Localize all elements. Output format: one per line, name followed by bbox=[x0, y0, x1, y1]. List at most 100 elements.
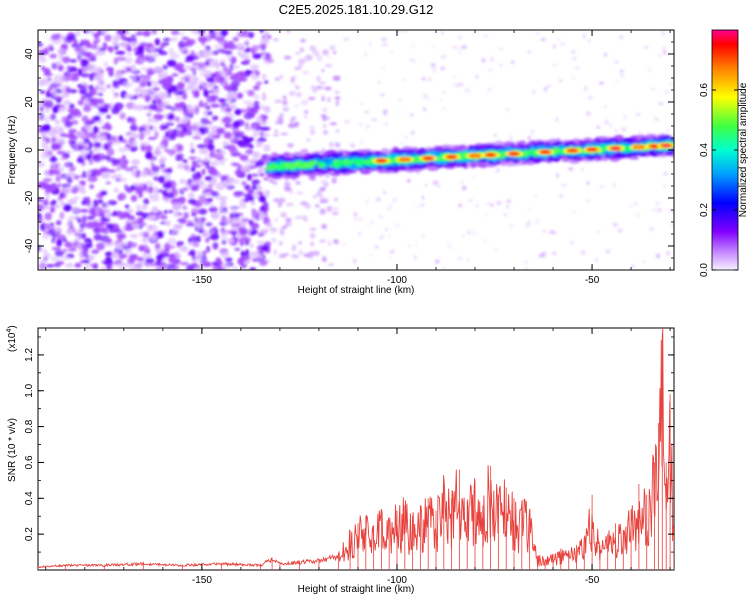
heatmap-cell bbox=[88, 84, 94, 90]
heatmap-cell bbox=[207, 111, 213, 116]
heatmap-cell bbox=[668, 209, 672, 213]
heatmap-cell bbox=[50, 209, 55, 213]
heatmap-cell bbox=[79, 223, 87, 229]
heatmap-cell bbox=[77, 243, 82, 250]
heatmap-cell bbox=[197, 62, 205, 69]
heatmap-cell bbox=[311, 49, 319, 54]
heatmap-cell bbox=[112, 39, 119, 47]
heatmap-cell bbox=[318, 81, 327, 85]
heatmap-cell bbox=[84, 41, 92, 48]
heatmap-cell bbox=[249, 136, 254, 142]
heatmap-cell bbox=[194, 216, 199, 223]
heatmap-cell bbox=[79, 208, 89, 213]
heatmap-cell bbox=[177, 81, 185, 90]
heatmap-cell bbox=[353, 212, 358, 216]
heatmap-cell bbox=[99, 167, 109, 173]
heatmap-cell bbox=[316, 75, 321, 82]
heatmap-cell bbox=[496, 201, 502, 205]
heatmap-cell bbox=[640, 152, 647, 157]
heatmap-cell bbox=[206, 245, 211, 253]
heatmap-cell bbox=[68, 128, 77, 134]
heatmap-cell bbox=[203, 188, 214, 193]
heatmap-cell bbox=[263, 35, 269, 43]
heatmap-cell bbox=[262, 126, 271, 131]
heatmap-cell bbox=[252, 53, 262, 60]
heatmap-cell bbox=[329, 122, 337, 126]
heatmap-cell bbox=[648, 69, 651, 72]
heatmap-cell bbox=[180, 188, 185, 192]
heatmap-cell bbox=[65, 86, 72, 94]
heatmap-cell bbox=[585, 111, 591, 117]
heatmap-cell bbox=[131, 159, 140, 166]
heatmap-cell bbox=[304, 218, 308, 222]
heatmap-cell bbox=[130, 117, 137, 125]
heatmap-cell bbox=[52, 82, 63, 88]
heatmap-cell bbox=[497, 148, 503, 152]
heatmap-cell bbox=[219, 175, 229, 179]
heatmap-cell bbox=[192, 236, 198, 244]
heatmap-cell bbox=[95, 82, 102, 91]
heatmap-cell bbox=[243, 260, 250, 265]
heatmap-cell bbox=[80, 66, 88, 73]
heatmap-cell bbox=[261, 154, 266, 163]
heatmap-cell bbox=[388, 234, 391, 237]
heatmap-cell bbox=[154, 131, 159, 139]
heatmap-cell bbox=[211, 171, 221, 177]
heatmap-cell bbox=[506, 204, 509, 210]
heatmap-cell bbox=[68, 168, 76, 172]
heatmap-cell bbox=[313, 53, 321, 56]
heatmap-cell bbox=[487, 202, 490, 205]
heatmap-cell bbox=[80, 85, 87, 90]
heatmap-cell bbox=[74, 232, 79, 237]
heatmap-cell bbox=[604, 155, 612, 159]
heatmap-cell bbox=[390, 49, 394, 54]
heatmap-cell bbox=[306, 138, 311, 142]
heatmap-cell bbox=[38, 198, 44, 203]
heatmap-cell bbox=[252, 105, 259, 113]
heatmap-cell bbox=[638, 131, 641, 135]
heatmap-cell bbox=[440, 97, 442, 101]
heatmap-cell bbox=[104, 202, 110, 209]
heatmap-cell bbox=[277, 197, 286, 204]
heatmap-cell bbox=[60, 256, 71, 260]
heatmap-cell bbox=[63, 71, 69, 76]
heatmap-cell bbox=[556, 38, 562, 41]
heatmap-cell bbox=[461, 181, 464, 185]
heatmap-cell bbox=[558, 78, 563, 83]
heatmap-cell bbox=[135, 104, 145, 111]
heatmap-cell bbox=[569, 241, 575, 244]
heatmap-cell bbox=[236, 119, 245, 127]
heatmap-cell bbox=[215, 36, 225, 42]
heatmap-cell bbox=[622, 138, 632, 142]
heatmap-cell bbox=[309, 232, 316, 239]
heatmap-cell bbox=[409, 113, 414, 117]
heatmap-cell bbox=[287, 162, 294, 166]
heatmap-cell bbox=[382, 109, 388, 114]
heatmap-cell bbox=[341, 243, 346, 246]
heatmap-cell bbox=[271, 237, 277, 243]
heatmap-cell bbox=[322, 107, 328, 113]
heatmap-cell bbox=[79, 139, 85, 147]
heatmap-cell bbox=[227, 43, 237, 50]
heatmap-cell bbox=[411, 43, 415, 48]
heatmap-cell bbox=[192, 184, 200, 189]
heatmap-cell bbox=[246, 103, 256, 107]
heatmap-cell bbox=[124, 204, 130, 209]
heatmap-cell bbox=[195, 235, 201, 243]
heatmap-cell bbox=[81, 82, 88, 86]
heatmap-cell bbox=[139, 74, 147, 79]
heatmap-cell bbox=[96, 152, 106, 161]
heatmap-cell bbox=[475, 204, 479, 207]
heatmap-cell bbox=[55, 260, 65, 265]
heatmap-cell bbox=[287, 153, 295, 158]
heatmap-cell bbox=[671, 223, 674, 228]
heatmap-cell bbox=[239, 70, 244, 76]
heatmap-cell bbox=[635, 113, 641, 116]
heatmap-cell bbox=[432, 180, 439, 185]
heatmap-cell bbox=[129, 233, 139, 239]
heatmap-cell bbox=[88, 158, 94, 165]
heatmap-cell bbox=[574, 66, 580, 70]
heatmap-cell bbox=[212, 116, 218, 122]
heatmap-cell bbox=[211, 261, 219, 266]
heatmap-cell bbox=[71, 207, 79, 214]
